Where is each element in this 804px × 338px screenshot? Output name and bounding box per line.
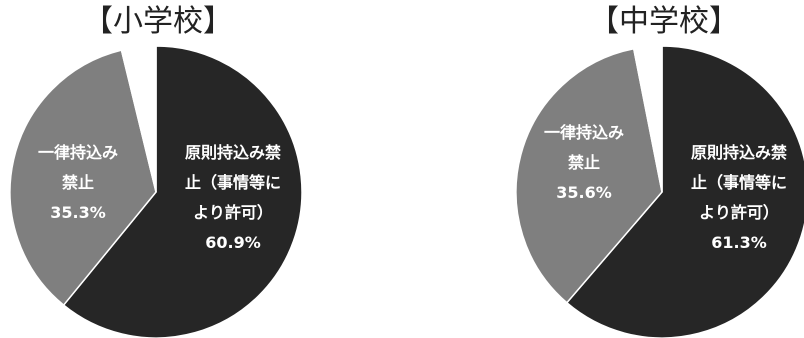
pie-slice-2	[632, 45, 663, 193]
slice-name: 一律持込み 禁止	[37, 143, 118, 192]
pie-slice-0	[62, 45, 303, 338]
pie-svg	[515, 45, 804, 338]
slice-value: 35.3%	[50, 203, 106, 222]
slice-value: 35.6%	[556, 183, 612, 202]
pie-slice-1	[9, 49, 157, 307]
pie-slice-1	[515, 47, 663, 304]
slice-label-permitted: 原則持込み禁 止（事情等に より許可） 61.3%	[669, 138, 804, 258]
slice-name: 原則持込み禁 止（事情等に より許可）	[184, 143, 281, 222]
chart-title: 【小学校】	[83, 4, 233, 39]
slice-value: 60.9%	[205, 233, 261, 252]
pie-svg	[9, 45, 303, 338]
slice-label-prohibited: 一律持込み 禁止 35.6%	[524, 118, 644, 208]
pie-slice-2	[120, 45, 157, 193]
slice-label-prohibited: 一律持込み 禁止 35.3%	[18, 138, 138, 228]
pie-chart-junior-high: 【中学校】 原則持込み禁 止（事情等に より許可） 61.3% 一律持込み 禁止…	[514, 0, 804, 338]
pie-slice-0	[565, 45, 804, 338]
slice-label-permitted: 原則持込み禁 止（事情等に より許可） 60.9%	[163, 138, 303, 258]
slice-name: 原則持込み禁 止（事情等に より許可）	[690, 143, 787, 222]
slice-value: 61.3%	[711, 233, 767, 252]
chart-title: 【中学校】	[589, 4, 739, 39]
pie-chart-elementary: 【小学校】 原則持込み禁 止（事情等に より許可） 60.9% 一律持込み 禁止…	[8, 0, 308, 338]
slice-name: 一律持込み 禁止	[543, 123, 624, 172]
